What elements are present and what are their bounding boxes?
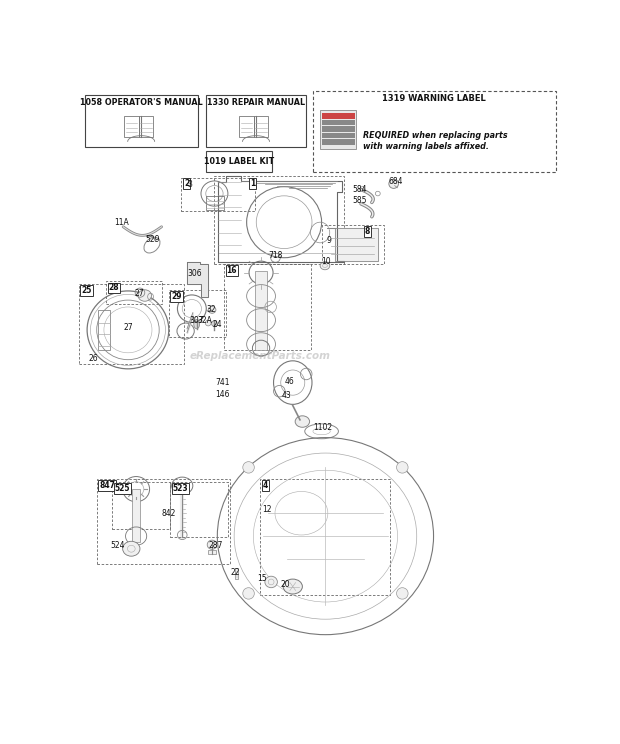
Text: 46: 46 [285, 377, 295, 386]
Bar [224, 264, 311, 350]
Bar [320, 110, 356, 150]
Text: 584: 584 [353, 185, 367, 193]
Text: 20: 20 [280, 580, 290, 589]
Polygon shape [327, 228, 378, 261]
Bar [255, 272, 267, 350]
Ellipse shape [376, 191, 380, 196]
Text: 525: 525 [115, 484, 130, 493]
Text: 4: 4 [262, 481, 268, 490]
Text: 2: 2 [184, 179, 190, 188]
Text: 1102: 1102 [313, 423, 332, 432]
Text: 523: 523 [172, 484, 188, 493]
Text: 10: 10 [322, 257, 331, 266]
Bar [170, 481, 228, 537]
Text: 27: 27 [123, 323, 133, 332]
Text: 9: 9 [326, 236, 331, 245]
Text: 1: 1 [250, 179, 255, 188]
Bar [112, 481, 170, 529]
Text: 1058 OPERATOR'S MANUAL: 1058 OPERATOR'S MANUAL [80, 98, 203, 107]
Ellipse shape [360, 187, 365, 191]
Ellipse shape [283, 579, 303, 594]
Bar [322, 126, 355, 132]
Text: 25: 25 [81, 286, 92, 295]
Text: 27: 27 [134, 289, 144, 298]
Text: 12: 12 [262, 505, 272, 514]
Bar [322, 114, 355, 119]
Ellipse shape [397, 588, 408, 599]
Bar [98, 310, 110, 350]
Ellipse shape [194, 320, 200, 329]
Bar [239, 116, 254, 137]
Polygon shape [187, 263, 208, 297]
Text: 529: 529 [146, 235, 160, 244]
Ellipse shape [211, 321, 218, 327]
Bar [107, 281, 162, 304]
Text: 43: 43 [281, 391, 291, 400]
Text: 287: 287 [208, 542, 223, 551]
Text: 3: 3 [187, 180, 192, 189]
Text: 29: 29 [171, 292, 182, 301]
Bar [322, 120, 355, 125]
Ellipse shape [208, 307, 216, 313]
Bar [97, 479, 230, 564]
Text: 32: 32 [206, 305, 216, 314]
Text: 146: 146 [215, 390, 229, 399]
Ellipse shape [205, 320, 211, 326]
Bar [139, 116, 153, 137]
Ellipse shape [389, 179, 399, 188]
Text: 32A: 32A [197, 316, 212, 325]
Bar [254, 116, 268, 137]
Bar [322, 133, 355, 138]
Bar [181, 178, 255, 211]
Text: 24: 24 [212, 320, 222, 329]
Ellipse shape [397, 461, 408, 473]
Bar [260, 479, 390, 594]
Bar [208, 550, 216, 554]
Bar [206, 150, 272, 173]
Bar [234, 568, 239, 579]
Bar [322, 139, 355, 144]
Bar [125, 116, 139, 137]
Bar [85, 95, 198, 147]
Text: 1319 WARNING LABEL: 1319 WARNING LABEL [383, 94, 486, 103]
Bar [169, 289, 226, 337]
Text: 741: 741 [215, 378, 229, 387]
Ellipse shape [265, 576, 277, 588]
Text: 524: 524 [110, 541, 125, 550]
Text: REQUIRED when replacing parts
with warning labels affixed.: REQUIRED when replacing parts with warni… [363, 131, 508, 150]
Text: 15: 15 [257, 574, 267, 583]
Text: 306: 306 [187, 269, 202, 278]
Text: eReplacementParts.com: eReplacementParts.com [190, 350, 330, 361]
Text: 842: 842 [162, 509, 176, 518]
Ellipse shape [243, 588, 254, 599]
Ellipse shape [123, 542, 140, 557]
Text: 1019 LABEL KIT: 1019 LABEL KIT [204, 157, 274, 166]
Ellipse shape [320, 262, 330, 270]
Text: 718: 718 [268, 251, 283, 260]
Text: 684: 684 [389, 176, 404, 185]
Ellipse shape [243, 461, 254, 473]
Text: 307: 307 [189, 316, 203, 325]
Bar [206, 95, 306, 147]
Bar [132, 489, 140, 542]
Ellipse shape [190, 270, 198, 278]
Text: 1330 REPAIR MANUAL: 1330 REPAIR MANUAL [207, 98, 305, 107]
Bar [218, 252, 344, 263]
Bar [313, 91, 556, 173]
Text: 22: 22 [230, 568, 240, 577]
Ellipse shape [138, 289, 151, 301]
Bar [79, 284, 184, 365]
Text: 26: 26 [88, 353, 98, 362]
Bar [215, 176, 344, 264]
Text: 28: 28 [108, 283, 120, 292]
Bar [206, 196, 224, 210]
Text: 16: 16 [226, 266, 237, 275]
Ellipse shape [295, 416, 309, 427]
Bar [322, 225, 384, 264]
Text: 847: 847 [99, 481, 115, 490]
Text: 11A: 11A [115, 218, 129, 227]
Text: 8: 8 [365, 228, 370, 237]
Ellipse shape [207, 540, 217, 549]
Text: 585: 585 [353, 196, 367, 205]
